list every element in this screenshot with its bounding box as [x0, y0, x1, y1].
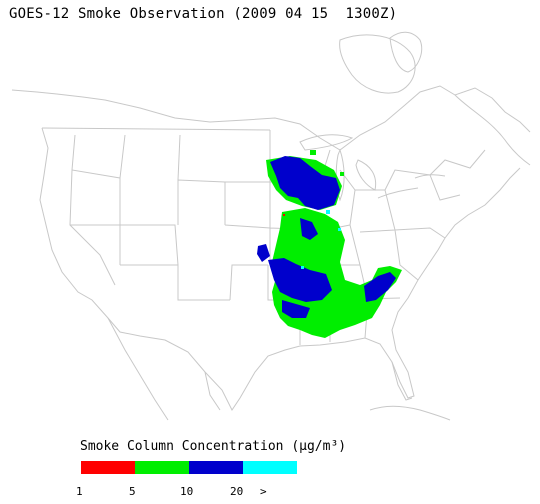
legend-tick: 5 [129, 485, 136, 498]
smoke-green-midwest [272, 208, 402, 338]
legend-tick: > [260, 485, 267, 498]
smoke-blue-kansas [257, 244, 270, 262]
legend-tick: 20 [230, 485, 244, 498]
lake-superior [299, 134, 354, 151]
legend-tick: 10 [180, 485, 194, 498]
map-title: GOES-12 Smoke Observation (2009 04 15 13… [9, 6, 398, 22]
lake-huron [355, 159, 377, 191]
smoke-layer-blue [257, 156, 396, 318]
hudson-bay-outline [339, 34, 416, 94]
legend-color-bar [81, 461, 297, 474]
legend-swatch-cyan [243, 461, 297, 474]
florida-outline [391, 361, 413, 401]
legend-title: Smoke Column Concentration (μg/m³) [80, 439, 347, 454]
smoke-red-speck [283, 214, 285, 216]
cuba-outline [369, 405, 451, 421]
canada-outline [11, 85, 531, 151]
legend-swatch-red [81, 461, 135, 474]
mexico-outline [107, 317, 221, 421]
legend-swatch-blue [189, 461, 243, 474]
smoke-blue-alabama [364, 272, 396, 302]
country-outlines [11, 31, 531, 421]
us-outline [39, 127, 521, 411]
smoke-blue-arkansas [282, 300, 310, 318]
lake-erie-ontario [377, 174, 446, 199]
legend-tick: 1 [76, 485, 83, 498]
smoke-cyan-speck [326, 210, 330, 214]
legend-swatch-green [135, 461, 189, 474]
smoke-cyan-speck [301, 266, 304, 269]
labrador-outline [454, 94, 531, 166]
smoke-blue-iowa [300, 218, 318, 240]
smoke-blue-minnesota [270, 156, 340, 210]
smoke-green-speck [310, 150, 316, 155]
state-lines [41, 127, 486, 345]
smoke-green-speck [340, 172, 344, 176]
lake-michigan [335, 148, 345, 202]
greenland-outline [389, 31, 423, 73]
smoke-cyan-speck [338, 228, 341, 231]
smoke-layer-specks [283, 150, 344, 269]
smoke-blue-ozarks [268, 258, 332, 302]
